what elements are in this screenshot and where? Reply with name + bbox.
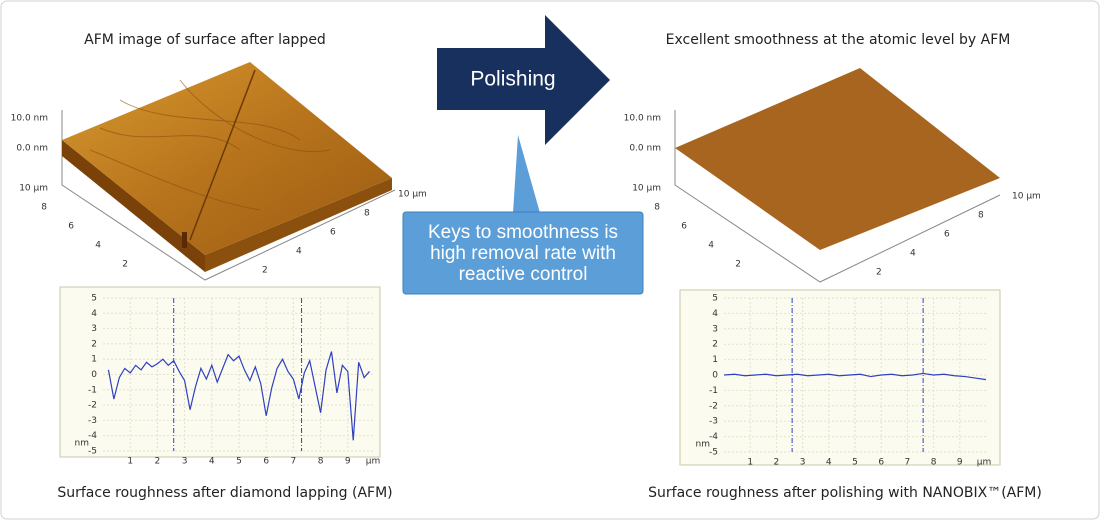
afm-x-label: 6 xyxy=(944,230,950,240)
x-tick-label: 6 xyxy=(263,457,269,467)
x-tick-label: 5 xyxy=(852,458,858,468)
y-tick-label: -1 xyxy=(88,385,97,395)
y-tick-label: 2 xyxy=(91,339,97,349)
x-tick-label: 8 xyxy=(931,458,937,468)
afm-left xyxy=(61,62,396,281)
plot-frame xyxy=(679,289,1001,466)
afm-z-label: 10.0 nm xyxy=(11,114,48,124)
afm-x-label: 2 xyxy=(262,266,268,276)
y-tick-label: -4 xyxy=(709,432,718,442)
plot-frame xyxy=(59,286,381,458)
right-caption: Surface roughness after polishing with N… xyxy=(648,485,1042,501)
y-tick-label: -4 xyxy=(88,431,97,441)
x-tick-label: 9 xyxy=(345,457,351,467)
afm-x-label: 2 xyxy=(876,268,882,278)
x-tick-label: 7 xyxy=(905,458,911,468)
afm-x-label: 4 xyxy=(296,247,302,257)
y-tick-label: 4 xyxy=(712,309,718,319)
afm-x-label: 10 µm xyxy=(1012,192,1041,202)
y-tick-label: -3 xyxy=(709,417,718,427)
y-tick-label: 1 xyxy=(91,355,97,365)
x-tick-label: 9 xyxy=(957,458,963,468)
afm-y-label: 4 xyxy=(95,241,101,251)
left-title: AFM image of surface after lapped xyxy=(84,32,326,48)
y-tick-label: -2 xyxy=(88,401,97,411)
afm-side xyxy=(62,140,205,272)
afm-side xyxy=(205,178,392,272)
y-tick-label: 3 xyxy=(91,324,97,334)
y-tick-label: -5 xyxy=(88,447,97,457)
x-tick-label: 4 xyxy=(209,457,215,467)
y-tick-label: -2 xyxy=(709,401,718,411)
y-unit: nm xyxy=(696,440,710,450)
x-tick-label: 6 xyxy=(878,458,884,468)
afm-x-label: 4 xyxy=(910,249,916,259)
profile-line xyxy=(107,351,371,441)
right-title: Excellent smoothness at the atomic level… xyxy=(666,32,1011,48)
x-tick-label: 5 xyxy=(236,457,242,467)
x-tick-label: 8 xyxy=(318,457,324,467)
x-tick-label: 4 xyxy=(826,458,832,468)
afm-texture xyxy=(89,79,331,211)
callout-box xyxy=(402,211,644,295)
afm-y-label: 10 µm xyxy=(19,184,48,194)
afm-x-label: 8 xyxy=(978,211,984,221)
x-unit: μm xyxy=(977,458,992,468)
afm-y-label: 2 xyxy=(735,260,741,270)
afm-axes xyxy=(674,110,1001,283)
y-tick-label: 0 xyxy=(91,370,97,380)
afm-y-label: 10 µm xyxy=(632,184,661,194)
x-tick-label: 1 xyxy=(127,457,133,467)
arrow xyxy=(437,15,610,145)
afm-y-label: 6 xyxy=(681,222,687,232)
profile-line xyxy=(723,372,987,381)
x-tick-label: 2 xyxy=(774,458,780,468)
y-tick-label: 2 xyxy=(712,340,718,350)
y-tick-label: 5 xyxy=(91,294,97,304)
y-unit: nm xyxy=(75,439,89,449)
y-tick-label: -5 xyxy=(709,448,718,458)
y-tick-label: 1 xyxy=(712,355,718,365)
afm-y-label: 8 xyxy=(41,203,47,213)
y-tick-label: 5 xyxy=(712,294,718,304)
afm-right xyxy=(674,68,1001,283)
y-tick-label: 0 xyxy=(712,371,718,381)
x-tick-label: 3 xyxy=(800,458,806,468)
afm-scratch xyxy=(189,69,256,241)
afm-x-label: 6 xyxy=(330,228,336,238)
x-tick-label: 2 xyxy=(155,457,161,467)
left-caption: Surface roughness after diamond lapping … xyxy=(57,485,392,501)
afm-y-label: 8 xyxy=(654,203,660,213)
afm-z-label: 0.0 nm xyxy=(629,144,661,154)
arrow-label: Polishing xyxy=(470,68,555,91)
afm-y-label: 4 xyxy=(708,241,714,251)
afm-x-label: 8 xyxy=(364,209,370,219)
y-tick-label: -3 xyxy=(88,416,97,426)
afm-spike xyxy=(182,232,187,248)
y-tick-label: -1 xyxy=(709,386,718,396)
afm-z-label: 0.0 nm xyxy=(16,144,48,154)
afm-z-label: 10.0 nm xyxy=(624,114,661,124)
callout-text: Keys to smoothness is high removal rate … xyxy=(427,221,619,285)
y-tick-label: 4 xyxy=(91,309,97,319)
callout-pointer xyxy=(513,135,540,213)
afm-surface xyxy=(675,68,1000,250)
x-tick-label: 3 xyxy=(182,457,188,467)
afm-y-label: 6 xyxy=(68,222,74,232)
x-unit: μm xyxy=(366,457,381,467)
y-tick-label: 3 xyxy=(712,324,718,334)
afm-y-label: 2 xyxy=(122,260,128,270)
x-tick-label: 1 xyxy=(747,458,753,468)
x-tick-label: 7 xyxy=(291,457,297,467)
afm-x-label: 10 µm xyxy=(398,190,427,200)
